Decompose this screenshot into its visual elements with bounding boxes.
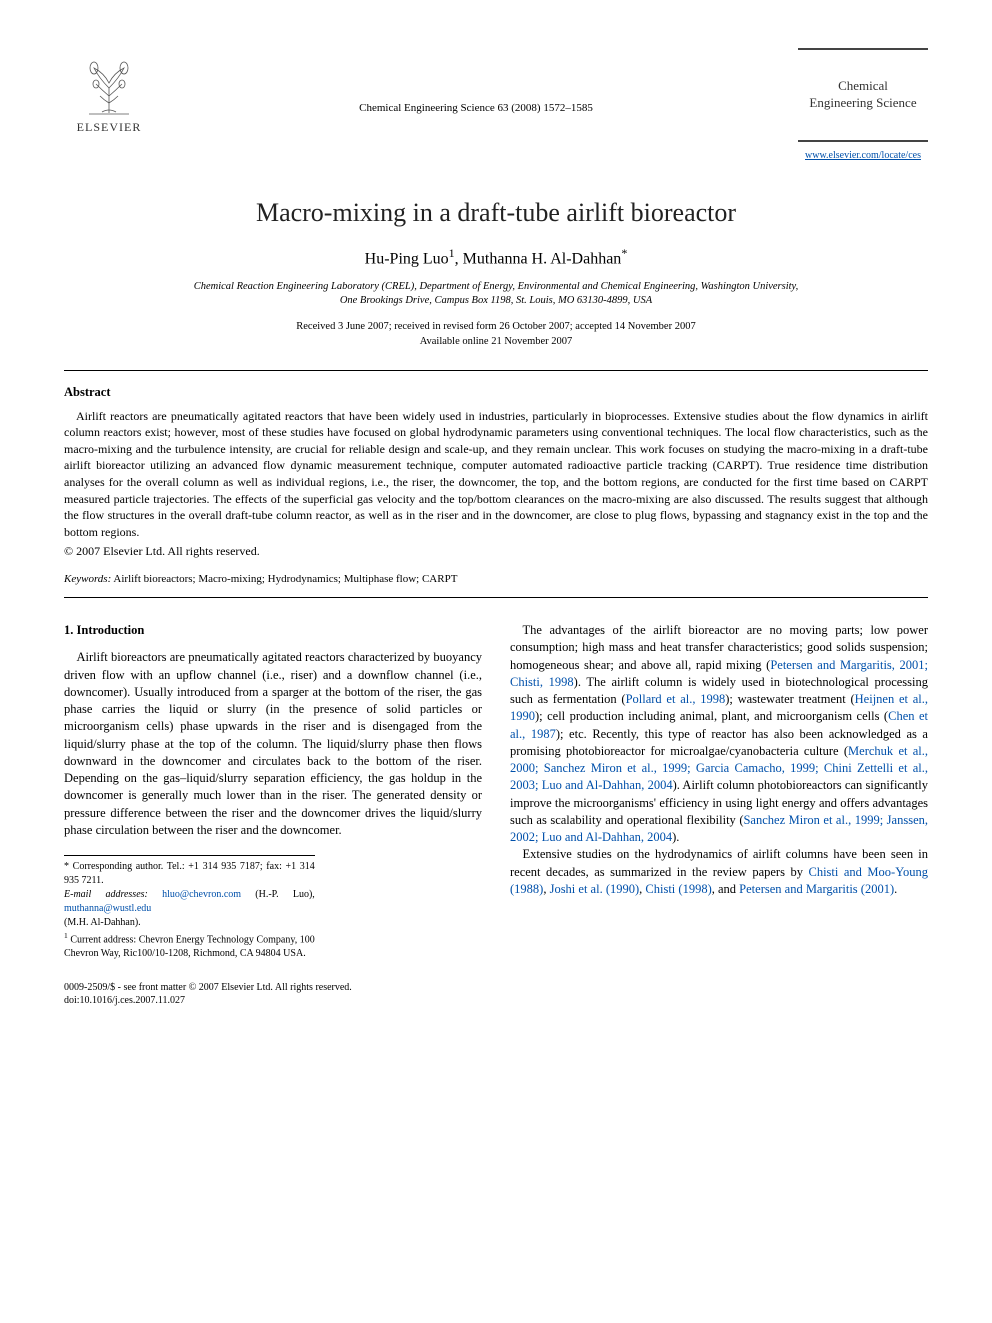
c2p2-s3: , and bbox=[712, 882, 739, 896]
article-title: Macro-mixing in a draft-tube airlift bio… bbox=[64, 198, 928, 228]
abstract-heading: Abstract bbox=[64, 385, 928, 400]
keywords-line: Keywords: Airlift bioreactors; Macro-mix… bbox=[64, 573, 928, 585]
footnote-1-text: Current address: Chevron Energy Technolo… bbox=[64, 934, 315, 959]
email-2-who: (M.H. Al-Dahhan). bbox=[64, 916, 315, 930]
footnote-1: 1 Current address: Chevron Energy Techno… bbox=[64, 931, 315, 960]
rule-above-abstract bbox=[64, 370, 928, 371]
affiliation-line1: Chemical Reaction Engineering Laboratory… bbox=[64, 280, 928, 294]
col2-para2: Extensive studies on the hydrodynamics o… bbox=[510, 846, 928, 898]
available-line: Available online 21 November 2007 bbox=[64, 335, 928, 350]
abstract-copyright: © 2007 Elsevier Ltd. All rights reserved… bbox=[64, 544, 928, 559]
publisher-name: ELSEVIER bbox=[77, 120, 142, 135]
ref-chisti-1998[interactable]: Chisti (1998) bbox=[645, 882, 711, 896]
c2p1-t4: ); cell production including animal, pla… bbox=[535, 709, 888, 723]
affiliation: Chemical Reaction Engineering Laboratory… bbox=[64, 280, 928, 308]
journal-title-box: Chemical Engineering Science www.elsevie… bbox=[798, 48, 928, 162]
article-dates: Received 3 June 2007; received in revise… bbox=[64, 320, 928, 349]
keywords-text: Airlift bioreactors; Macro-mixing; Hydro… bbox=[111, 573, 457, 585]
col2-para1: The advantages of the airlift bioreactor… bbox=[510, 622, 928, 846]
journal-homepage-link[interactable]: www.elsevier.com/locate/ces bbox=[805, 150, 921, 161]
received-line: Received 3 June 2007; received in revise… bbox=[64, 320, 928, 335]
ref-pollard[interactable]: Pollard et al., 1998 bbox=[626, 692, 726, 706]
c2p1-t7: ). bbox=[672, 830, 679, 844]
footnotes-block: * Corresponding author. Tel.: +1 314 935… bbox=[64, 855, 315, 960]
publisher-logo: ELSEVIER bbox=[64, 48, 154, 135]
email-1-who: (H.-P. Luo), bbox=[241, 889, 315, 900]
body-columns: 1. Introduction Airlift bioreactors are … bbox=[64, 622, 928, 961]
email-line: E-mail addresses: hluo@chevron.com (H.-P… bbox=[64, 888, 315, 915]
email-1[interactable]: hluo@chevron.com bbox=[162, 889, 241, 900]
author-2: Muthanna H. Al-Dahhan bbox=[463, 250, 622, 267]
ref-joshi[interactable]: Joshi et al. (1990) bbox=[550, 882, 640, 896]
author-1: Hu-Ping Luo bbox=[365, 250, 449, 267]
corresponding-author: * Corresponding author. Tel.: +1 314 935… bbox=[64, 860, 315, 887]
col1-para1: Airlift bioreactors are pneumatically ag… bbox=[64, 649, 482, 839]
journal-title-inner: Chemical Engineering Science bbox=[798, 48, 928, 142]
c2p2-t2: . bbox=[894, 882, 897, 896]
author-2-sup: * bbox=[621, 246, 627, 260]
authors-line: Hu-Ping Luo1, Muthanna H. Al-Dahhan* bbox=[64, 246, 928, 268]
journal-reference: Chemical Engineering Science 63 (2008) 1… bbox=[154, 48, 798, 114]
journal-name-line2: Engineering Science bbox=[802, 95, 924, 112]
ref-petersen-2001[interactable]: Petersen and Margaritis (2001) bbox=[739, 882, 894, 896]
rule-below-keywords bbox=[64, 597, 928, 598]
journal-name-line1: Chemical bbox=[802, 78, 924, 95]
author-sep: , bbox=[455, 250, 463, 267]
email-2[interactable]: muthanna@wustl.edu bbox=[64, 903, 151, 914]
affiliation-line2: One Brookings Drive, Campus Box 1198, St… bbox=[64, 294, 928, 308]
footer-line1: 0009-2509/$ - see front matter © 2007 El… bbox=[64, 981, 928, 994]
page-footer: 0009-2509/$ - see front matter © 2007 El… bbox=[64, 981, 928, 1007]
abstract-text: Airlift reactors are pneumatically agita… bbox=[64, 408, 928, 540]
keywords-label: Keywords: bbox=[64, 573, 111, 585]
page-header: ELSEVIER Chemical Engineering Science 63… bbox=[64, 48, 928, 162]
email-label: E-mail addresses: bbox=[64, 889, 148, 900]
elsevier-tree-icon bbox=[74, 48, 144, 118]
column-right: The advantages of the airlift bioreactor… bbox=[510, 622, 928, 961]
section-1-heading: 1. Introduction bbox=[64, 622, 482, 639]
c2p1-t3: ); wastewater treatment ( bbox=[725, 692, 854, 706]
footer-line2: doi:10.1016/j.ces.2007.11.027 bbox=[64, 994, 928, 1007]
column-left: 1. Introduction Airlift bioreactors are … bbox=[64, 622, 482, 961]
